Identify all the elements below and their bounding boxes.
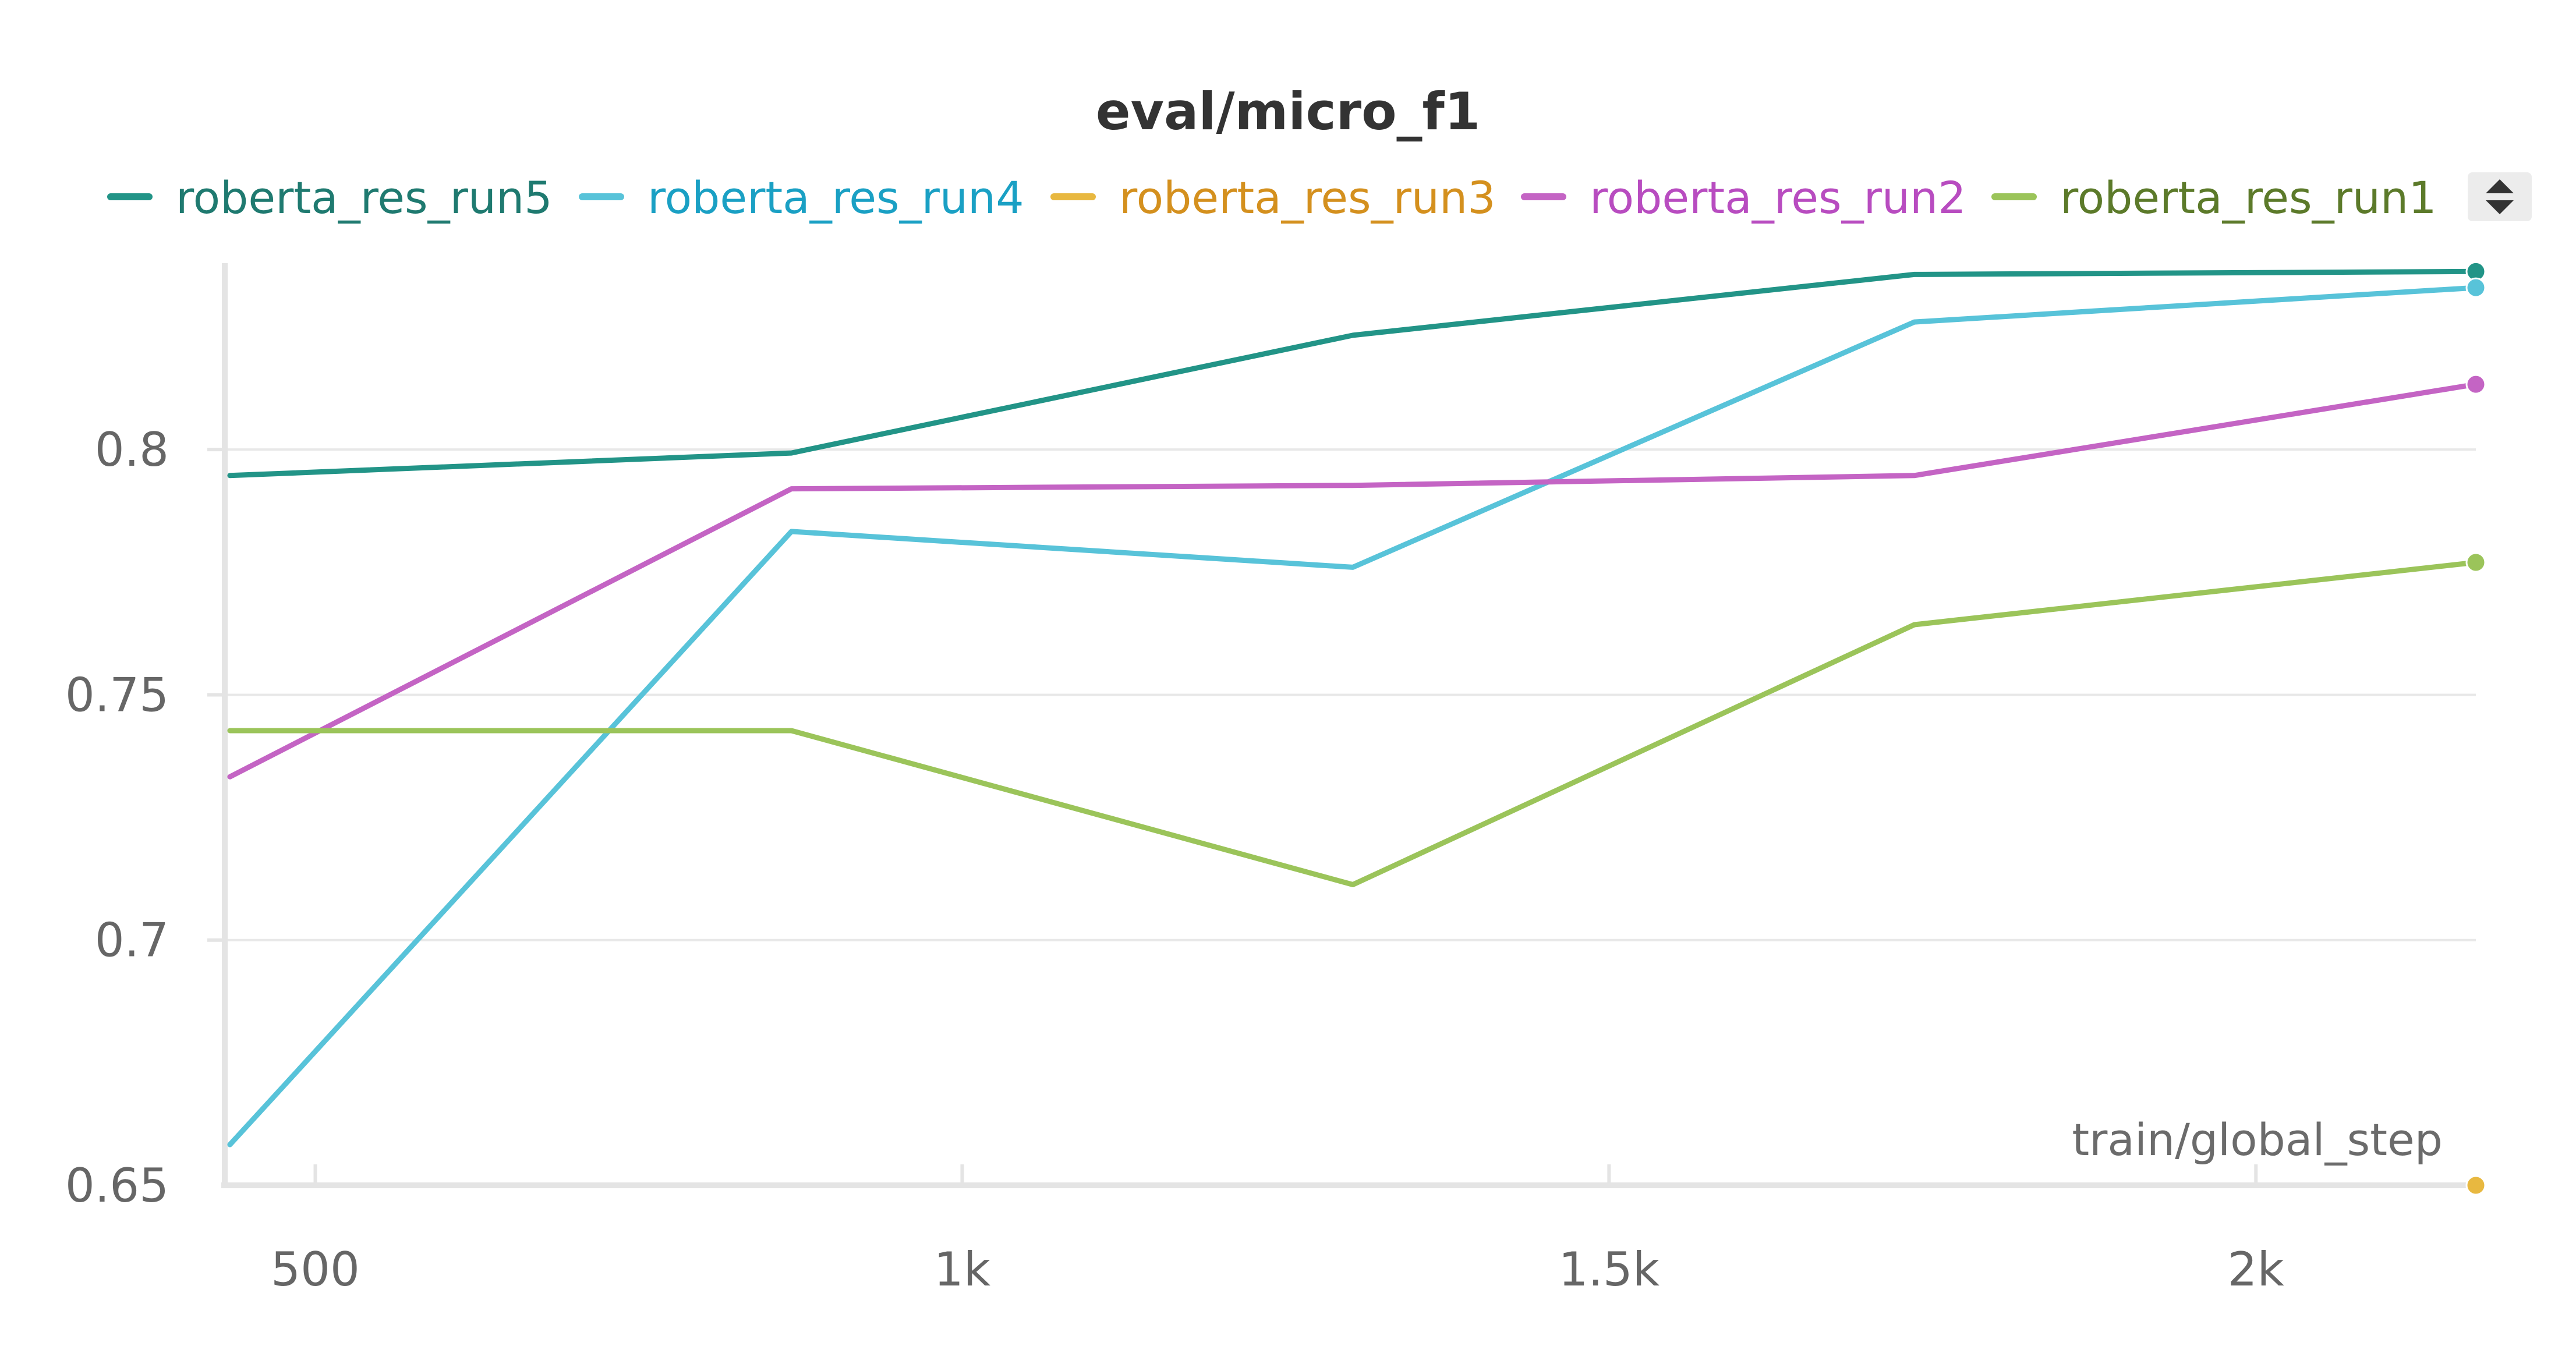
- x-tick-label: 1.5k: [1559, 1242, 1660, 1297]
- x-tick-label: 2k: [2228, 1242, 2285, 1297]
- tick-layer: 0.65 0.7 0.75 0.8 500 1k 1.5k 2k: [65, 423, 2285, 1297]
- legend-label: roberta_res_run5: [176, 172, 553, 224]
- series-end-point-roberta-res-run1: [2465, 552, 2486, 573]
- legend-label: roberta_res_run4: [647, 172, 1024, 224]
- legend-item-roberta-res-run3[interactable]: roberta_res_run3: [1050, 172, 1496, 224]
- legend-label: roberta_res_run3: [1119, 172, 1496, 224]
- series-line-roberta-res-run2: [227, 381, 2479, 780]
- legend-scroll-button[interactable]: [2468, 172, 2532, 221]
- y-tick-label: 0.7: [95, 913, 169, 968]
- series-end-point-roberta-res-run3: [2465, 1175, 2486, 1196]
- y-tick-label: 0.8: [95, 423, 169, 477]
- legend-item-roberta-res-run4[interactable]: roberta_res_run4: [579, 172, 1024, 224]
- series-line-roberta-res-run1: [227, 559, 2479, 887]
- series-layer: [227, 268, 2479, 1147]
- grid-layer: [225, 448, 2476, 941]
- axis-layer: [221, 263, 2481, 1188]
- x-tick-label: 1k: [934, 1242, 991, 1297]
- legend-item-roberta-res-run2[interactable]: roberta_res_run2: [1521, 172, 1966, 224]
- up-down-arrows-icon: [2486, 179, 2514, 214]
- legend-label: roberta_res_run1: [2060, 172, 2437, 224]
- series-end-point-roberta-res-run4: [2465, 277, 2486, 298]
- series-end-point-roberta-res-run2: [2465, 374, 2486, 395]
- legend-scroll-background: [2468, 172, 2532, 221]
- point-layer: [2465, 261, 2486, 1196]
- y-tick-label: 0.65: [65, 1159, 169, 1213]
- y-tick-label: 0.75: [65, 668, 169, 722]
- x-tick-label: 500: [271, 1242, 360, 1297]
- legend-item-roberta-res-run5[interactable]: roberta_res_run5: [107, 172, 553, 224]
- legend-label: roberta_res_run2: [1590, 172, 1966, 224]
- chart-title: eval/micro_f1: [1096, 82, 1480, 141]
- x-axis-label: train/global_step: [2072, 1114, 2443, 1166]
- series-line-roberta-res-run4: [227, 285, 2479, 1147]
- legend: roberta_res_run5 roberta_res_run4 roberta_…: [107, 172, 2437, 224]
- legend-item-roberta-res-run1[interactable]: roberta_res_run1: [1991, 172, 2437, 224]
- series-line-roberta-res-run5: [227, 268, 2479, 479]
